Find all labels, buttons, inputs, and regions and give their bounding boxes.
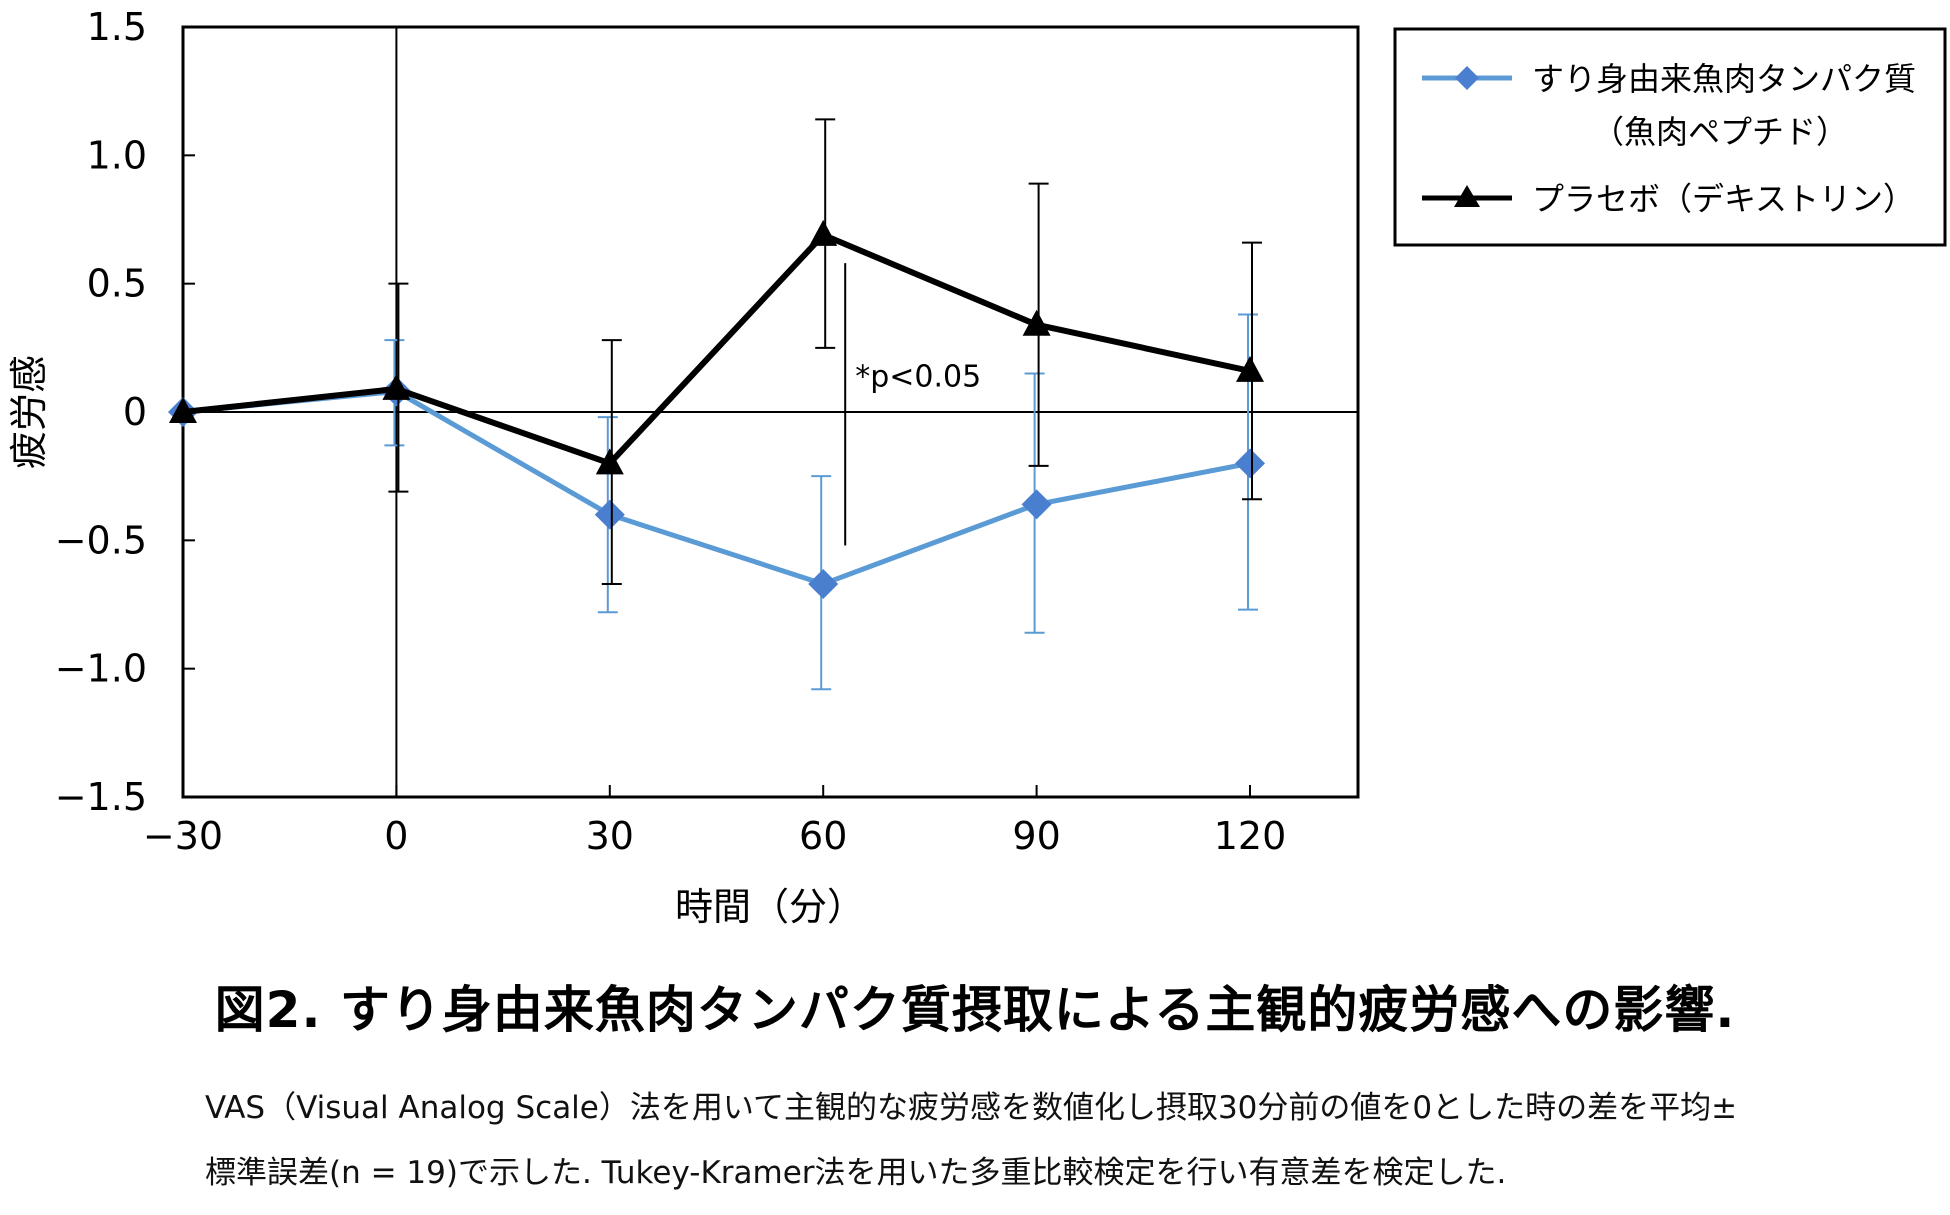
y-tick-label: −1.0	[55, 647, 147, 691]
y-tick-label: 1.5	[87, 5, 147, 49]
legend-box	[1393, 27, 1947, 247]
significance-label: *p<0.05	[855, 359, 981, 394]
figure-caption-line-1: VAS（Visual Analog Scale）法を用いて主観的な疲労感を数値化…	[205, 1090, 1738, 1126]
series-layer	[168, 118, 1265, 691]
data-point-triangle	[1236, 355, 1264, 382]
x-tick-label: 60	[799, 814, 847, 858]
y-tick-label: −1.5	[55, 775, 147, 819]
legend: すり身由来魚肉タンパク質 （魚肉ペプチド） プラセボ（デキストリン）	[1393, 27, 1947, 247]
data-point-diamond	[1235, 448, 1265, 479]
data-point-diamond	[1021, 489, 1052, 520]
data-point-triangle	[809, 219, 838, 246]
x-axis-ticks: −30 0 30 60 90 120	[143, 785, 1286, 858]
series-fish-peptide	[168, 313, 1265, 691]
series-line	[182, 388, 1251, 587]
x-axis-label: 時間（分）	[675, 885, 865, 929]
x-tick-label: 90	[1012, 814, 1060, 858]
x-tick-label: −30	[143, 814, 223, 858]
figure-caption-line-2: 標準誤差(n = 19)で示した. Tukey-Kramer法を用いた多重比較検…	[205, 1155, 1507, 1191]
y-axis-ticks: 1.5 1.0 0.5 0 −0.5 −1.0 −1.5	[55, 5, 195, 819]
y-axis-label: 疲労感	[7, 355, 51, 469]
data-point-triangle	[595, 448, 624, 475]
y-tick-label: 0	[123, 390, 147, 434]
figure-title: 図2. すり身由来魚肉タンパク質摂取による主観的疲労感への影響.	[214, 981, 1736, 1039]
legend-label-fish-peptide-line2: （魚肉ペプチド）	[1592, 113, 1848, 151]
x-tick-label: 0	[384, 814, 408, 858]
fatigue-line-chart: 1.5 1.0 0.5 0 −0.5 −1.0 −1.5 −30 0 30 60 90 120 *p<…	[7, 5, 1947, 929]
y-tick-label: 1.0	[87, 133, 147, 177]
data-point-triangle	[1022, 309, 1051, 336]
data-point-diamond	[594, 499, 625, 530]
series-line	[182, 231, 1251, 467]
x-tick-label: 30	[586, 814, 634, 858]
legend-label-placebo: プラセボ（デキストリン）	[1532, 180, 1915, 218]
data-point-diamond	[808, 568, 839, 599]
data-point-triangle	[382, 373, 411, 400]
legend-label-fish-peptide: すり身由来魚肉タンパク質	[1532, 60, 1916, 98]
legend-marker-fish-peptide	[1455, 66, 1479, 90]
x-tick-label: 120	[1214, 814, 1287, 858]
data-point-triangle	[169, 397, 197, 423]
series-placebo	[169, 118, 1264, 585]
y-tick-label: 0.5	[87, 262, 147, 306]
y-tick-label: −0.5	[55, 518, 147, 562]
legend-marker-placebo	[1454, 185, 1480, 207]
